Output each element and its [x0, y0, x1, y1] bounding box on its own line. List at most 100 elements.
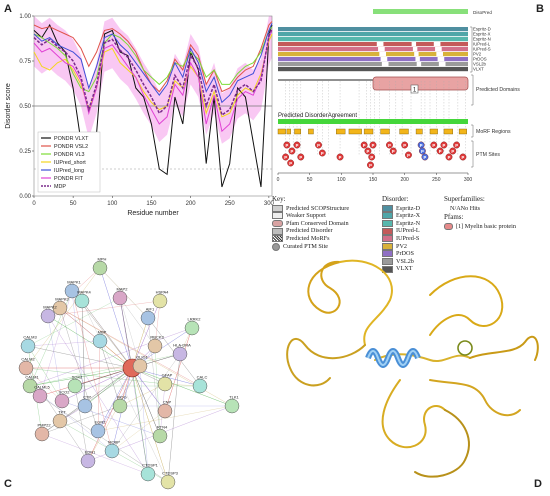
ptm-site-glyph: P [363, 143, 366, 148]
track-label: IUPred-L [473, 42, 491, 47]
disorder-key-label: PV2 [396, 242, 408, 250]
disorder-track [278, 37, 468, 42]
network-edge [29, 327, 193, 387]
scop-swatch-icon [272, 204, 283, 212]
track-bracket [470, 26, 473, 73]
network-node-label: AIF1 [146, 307, 155, 312]
track-label: Espritz-X [473, 32, 491, 37]
network-edge [61, 367, 133, 402]
network-node-label: OLIG1 [136, 355, 149, 360]
network-edge [29, 367, 133, 387]
network-node [157, 403, 173, 419]
network-node-label: CTDSP3 [162, 471, 179, 476]
network-node [32, 388, 48, 404]
network-edge [27, 297, 121, 347]
network-edge [119, 297, 141, 367]
key-item-label: Weaker Support [286, 212, 326, 220]
key-item-label: Predicted Disorder [286, 227, 333, 235]
track-gap [435, 47, 442, 52]
track-label: Espritz-D [473, 27, 491, 32]
network-node-label: RTN4 [157, 425, 168, 430]
disorder-key-swatch-icon [382, 204, 393, 212]
panel-label-c: C [4, 478, 12, 490]
x-axis-label: Residue number [127, 210, 179, 217]
x-tick-label: 300 [264, 201, 275, 207]
network-node [132, 358, 148, 374]
network-edge [25, 267, 101, 369]
key-item-label: Predicted SCOPStructure [286, 204, 350, 212]
network-edge [99, 340, 121, 407]
disorder-key-swatch-icon [382, 220, 393, 228]
network-node-label: TKT [58, 410, 66, 415]
network-node-label: MAPK1 [67, 280, 81, 285]
ptm-site-glyph: P [421, 149, 424, 154]
track-gap [412, 47, 418, 52]
network-edge [131, 367, 169, 483]
network-edge [59, 307, 101, 342]
alpha-helix [365, 348, 421, 368]
key-item-weaker: Weaker Support [272, 212, 372, 220]
legend-label: MDP [54, 184, 66, 190]
bottom-tick-label: 100 [337, 177, 346, 183]
disorder-track [278, 42, 468, 47]
network-edge [81, 300, 166, 412]
network-node [67, 378, 83, 394]
network-node-label: HSPA4 [156, 290, 170, 295]
network-node [22, 378, 38, 394]
legend-label: PONDR FIT [54, 176, 84, 182]
ptm-site-glyph: P [443, 143, 446, 148]
morf-region [277, 128, 286, 135]
network-edge [71, 290, 113, 452]
network-edge [27, 345, 63, 402]
series-line [33, 26, 273, 93]
ptm-site-icon [283, 141, 291, 149]
key-item-label: Predicted MoRFs [286, 234, 330, 242]
network-node-label: PMP22 [37, 423, 51, 428]
structure-backbone [286, 259, 539, 478]
key-item-ptm: Curated PTM Site [272, 242, 372, 251]
network-node-label: MAPK2 [43, 305, 57, 310]
disorder-chart: 0.00 0.25 0.50 0.75 1.00 0 50 100 150 200 250 300 Re… [5, 14, 275, 217]
domain-marker-box [410, 84, 419, 94]
bottom-tick-label: 250 [432, 177, 441, 183]
disorder-key-label: IUPred-S [396, 234, 420, 242]
ptm-site-glyph: P [284, 155, 287, 160]
network-node [52, 300, 68, 316]
network-node [140, 310, 156, 326]
morf-region [458, 128, 467, 135]
track-label: PV2 [473, 52, 482, 57]
ptm-site-glyph: P [462, 155, 465, 160]
network-edge [131, 367, 233, 407]
network-node [52, 413, 68, 429]
disorder-key-item: Espritz-N [382, 220, 442, 228]
network-node-label: CTP [83, 395, 91, 400]
series-line [33, 30, 273, 133]
legend-label: IUPred_long [54, 168, 84, 174]
ptm-site-glyph: P [448, 155, 451, 160]
track-gap [415, 57, 420, 62]
coil-loop-bottom [381, 379, 446, 449]
legend-label: PONDR VSL2 [54, 144, 88, 150]
coil-bottom-tail [414, 409, 470, 478]
network-node [20, 338, 36, 354]
pfam-swatch-icon [272, 220, 283, 228]
helix-highlight [367, 350, 419, 366]
ptm-site-icon [369, 141, 377, 149]
ptm-site-glyph: P [403, 143, 406, 148]
network-edge [81, 300, 169, 483]
ptm-site-glyph: P [299, 155, 302, 160]
network-node-label: CNP [163, 400, 172, 405]
bottom-tick-label: 0 [277, 177, 280, 183]
network-edge [111, 410, 166, 452]
network-node [92, 260, 108, 276]
panel-label-d: D [534, 478, 542, 490]
disorder-key-item: VSL2b [382, 258, 442, 266]
network-node [112, 290, 128, 306]
disopred-bar [373, 9, 468, 14]
disorder-key-label: Espritz-N [396, 219, 421, 227]
morf-region [294, 128, 302, 135]
small-helix-turn [457, 340, 473, 356]
disorder-key-title: Disorder: [382, 195, 409, 203]
x-tick-label: 0 [32, 201, 36, 207]
predicted-disorder-label: Predicted DisorderAgreement [278, 113, 357, 119]
